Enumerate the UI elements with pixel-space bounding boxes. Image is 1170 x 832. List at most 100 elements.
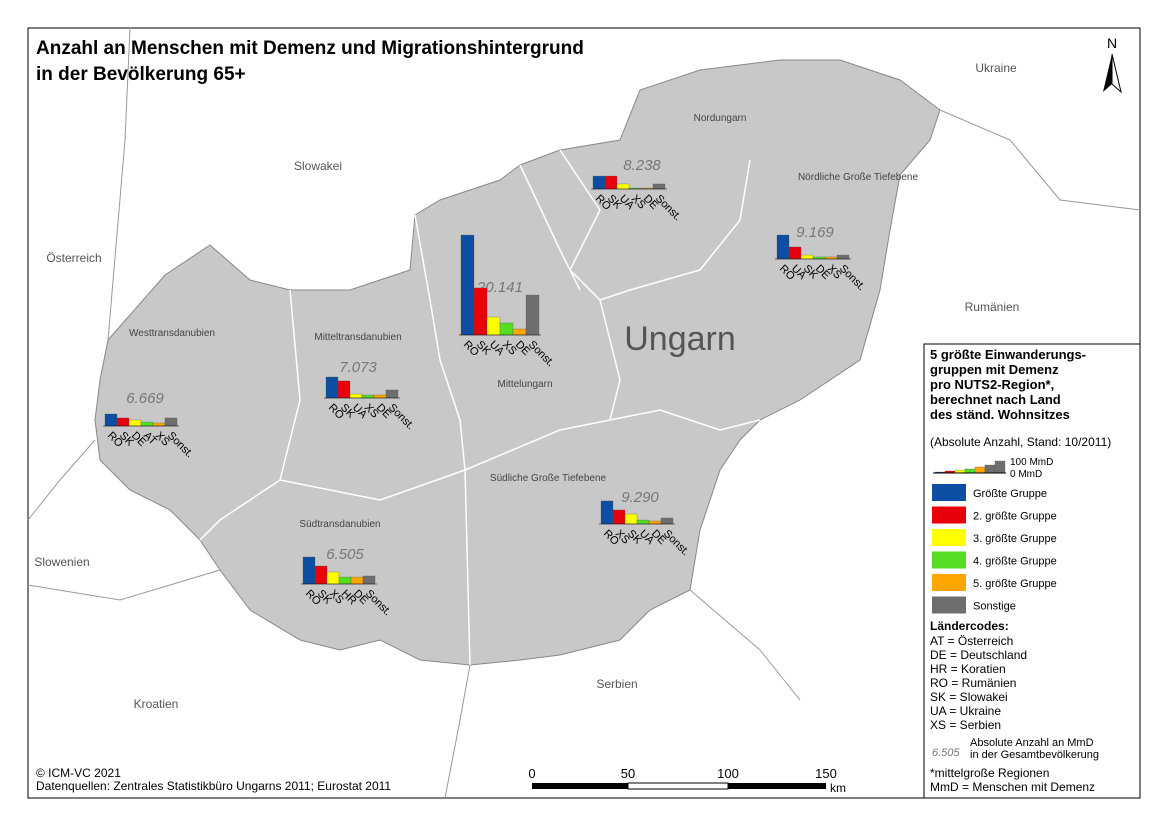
bar — [660, 517, 674, 525]
region-total: 6.505 — [326, 546, 364, 563]
legend-scale-bar — [964, 468, 976, 474]
region-total: 20.141 — [476, 279, 523, 296]
footer: Datenquellen: Zentrales Statistikbüro Un… — [36, 779, 391, 793]
bar — [486, 316, 501, 336]
footer: © ICM-VC 2021 — [36, 766, 121, 780]
country-name: Österreich — [46, 251, 101, 265]
legend-swatch — [932, 506, 966, 524]
bar — [338, 576, 352, 585]
bar — [624, 513, 638, 525]
legend-label: 3. größte Gruppe — [973, 533, 1057, 545]
code-entry: XS = Serbien — [930, 718, 1001, 732]
title-line: Anzahl an Menschen mit Demenz und Migrat… — [36, 38, 584, 59]
bar — [104, 413, 118, 427]
legend-scale-bar — [974, 466, 986, 474]
legend-swatch — [932, 596, 966, 614]
region-name: Westtransdanubien — [129, 328, 215, 339]
country-name: Slowakei — [294, 159, 342, 173]
legend-label: Größte Gruppe — [973, 488, 1047, 500]
bar — [636, 519, 650, 525]
hungary — [94, 59, 941, 666]
bar — [128, 419, 142, 427]
bar — [824, 256, 838, 260]
bar — [385, 389, 399, 399]
country-name: Serbien — [596, 677, 637, 691]
scale-seg — [728, 783, 826, 789]
region-name: Mitteltransdanubien — [314, 332, 401, 343]
country-name: Ukraine — [975, 61, 1017, 75]
bar — [512, 328, 527, 336]
country-borders — [27, 27, 1141, 799]
bar — [349, 393, 363, 399]
bar — [140, 421, 154, 427]
legend-label: 2. größte Gruppe — [973, 511, 1057, 523]
legend-swatch — [932, 484, 966, 501]
bar — [800, 254, 814, 260]
legend-swatch — [932, 529, 966, 546]
code-entry: SK = Slowakei — [930, 690, 1008, 704]
code-entry: HR = Koratien — [930, 662, 1006, 676]
legend: 5 größte Einwanderungs-gruppen mit Demen… — [923, 343, 1141, 799]
bar — [325, 376, 339, 399]
bar — [776, 234, 790, 260]
scale-unit: km — [830, 781, 846, 795]
country-name: Kroatien — [134, 697, 179, 711]
bar — [164, 417, 178, 427]
bar — [152, 422, 166, 427]
legend-scale-bar — [984, 464, 996, 474]
code-entry: UA = Ukraine — [930, 704, 1001, 718]
bar — [612, 509, 626, 525]
bar — [460, 234, 475, 336]
legend-swatch — [932, 574, 966, 591]
codes-title: Ländercodes: — [930, 619, 1009, 633]
legend-note: MmD = Menschen mit Demenz — [930, 780, 1095, 794]
code-entry: RO = Rumänien — [930, 676, 1016, 690]
bar — [600, 500, 614, 525]
arrow-right — [1111, 53, 1122, 94]
legend-note: *mittelgroße Regionen — [930, 766, 1049, 780]
region-name: Südtransdanubien — [299, 519, 380, 530]
north-arrow: N — [1103, 35, 1122, 94]
bar — [473, 287, 488, 336]
legend-title: des ständ. Wohnsitzes — [930, 407, 1070, 422]
bar — [592, 175, 606, 190]
legend-scale-min: 0 MmD — [1010, 469, 1042, 480]
bar — [525, 294, 540, 336]
bar — [499, 322, 514, 336]
bar — [362, 575, 376, 585]
title-line: in der Bevölkerung 65+ — [36, 64, 246, 85]
bar — [788, 246, 802, 260]
arrow-left — [1103, 54, 1112, 92]
legend-scale-max: 100 MmD — [1010, 457, 1053, 468]
region-total: 8.238 — [623, 157, 661, 174]
region-total: 9.290 — [621, 489, 659, 506]
bar — [373, 394, 387, 399]
bar — [326, 571, 340, 585]
country-name: Rumänien — [965, 300, 1020, 314]
scale-tick: 0 — [528, 766, 535, 781]
legend-label: 5. größte Gruppe — [973, 578, 1057, 590]
region-total: 6.669 — [126, 390, 164, 407]
region-name: Mittelungarn — [497, 379, 552, 390]
legend-title: pro NUTS2-Region*, — [930, 377, 1054, 392]
scale-seg — [532, 783, 628, 789]
code-entry: DE = Deutschland — [930, 648, 1027, 662]
region-name: Südliche Große Tiefebene — [490, 473, 607, 484]
scale-tick: 50 — [621, 766, 635, 781]
legend-title: 5 größte Einwanderungs- — [930, 347, 1086, 362]
code-entry: AT = Österreich — [930, 634, 1013, 648]
bar — [812, 256, 826, 260]
country-label: Ungarn — [624, 320, 736, 358]
legend-title: gruppen mit Demenz — [930, 362, 1059, 377]
legend-title: berechnet nach Land — [930, 392, 1061, 407]
scale-tick: 100 — [717, 766, 739, 781]
total-example: 6.505 — [932, 747, 960, 759]
bar — [836, 254, 850, 260]
bar — [314, 565, 328, 585]
bar — [616, 183, 630, 190]
legend-label: Sonstige — [973, 601, 1016, 613]
scale-seg — [627, 782, 729, 790]
legend-scale-bar — [994, 460, 1006, 474]
